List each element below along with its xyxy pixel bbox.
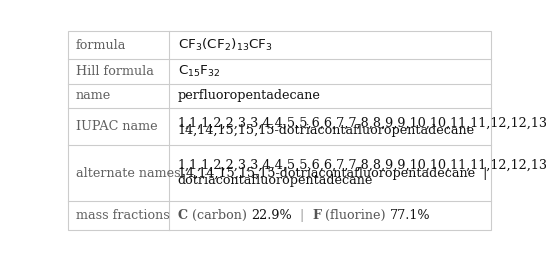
Text: (carbon): (carbon) bbox=[188, 209, 251, 222]
Text: Hill formula: Hill formula bbox=[76, 65, 154, 78]
Text: 77.1%: 77.1% bbox=[390, 209, 430, 222]
Text: $\mathregular{CF_3(CF_2)_{13}CF_3}$: $\mathregular{CF_3(CF_2)_{13}CF_3}$ bbox=[178, 37, 272, 53]
Text: mass fractions: mass fractions bbox=[76, 209, 170, 222]
Text: name: name bbox=[76, 90, 111, 102]
Text: C: C bbox=[178, 209, 188, 222]
Text: formula: formula bbox=[76, 39, 126, 52]
Text: perfluoropentadecane: perfluoropentadecane bbox=[178, 90, 321, 102]
Text: 1,1,1,2,2,3,3,4,4,5,5,6,6,7,7,8,8,9,9,10,10,11,11,12,12,13,13,: 1,1,1,2,2,3,3,4,4,5,5,6,6,7,7,8,8,9,9,10… bbox=[178, 159, 546, 172]
Text: (fluorine): (fluorine) bbox=[321, 209, 390, 222]
Text: IUPAC name: IUPAC name bbox=[76, 120, 157, 133]
Text: dotriacontafluoropentadecane: dotriacontafluoropentadecane bbox=[178, 174, 373, 187]
Text: 1,1,1,2,2,3,3,4,4,5,5,6,6,7,7,8,8,9,9,10,10,11,11,12,12,13,13,: 1,1,1,2,2,3,3,4,4,5,5,6,6,7,7,8,8,9,9,10… bbox=[178, 116, 546, 129]
Text: $\mathregular{C_{15}F_{32}}$: $\mathregular{C_{15}F_{32}}$ bbox=[178, 64, 221, 79]
Text: 14,14,15,15,15-dotriacontafluoropentadecane  |: 14,14,15,15,15-dotriacontafluoropentadec… bbox=[178, 167, 487, 180]
Text: alternate names: alternate names bbox=[76, 167, 181, 180]
Text: 22.9%: 22.9% bbox=[251, 209, 292, 222]
Text: F: F bbox=[312, 209, 321, 222]
Text: 14,14,15,15,15-dotriacontafluoropentadecane: 14,14,15,15,15-dotriacontafluoropentadec… bbox=[178, 124, 475, 137]
Text: |: | bbox=[292, 209, 312, 222]
